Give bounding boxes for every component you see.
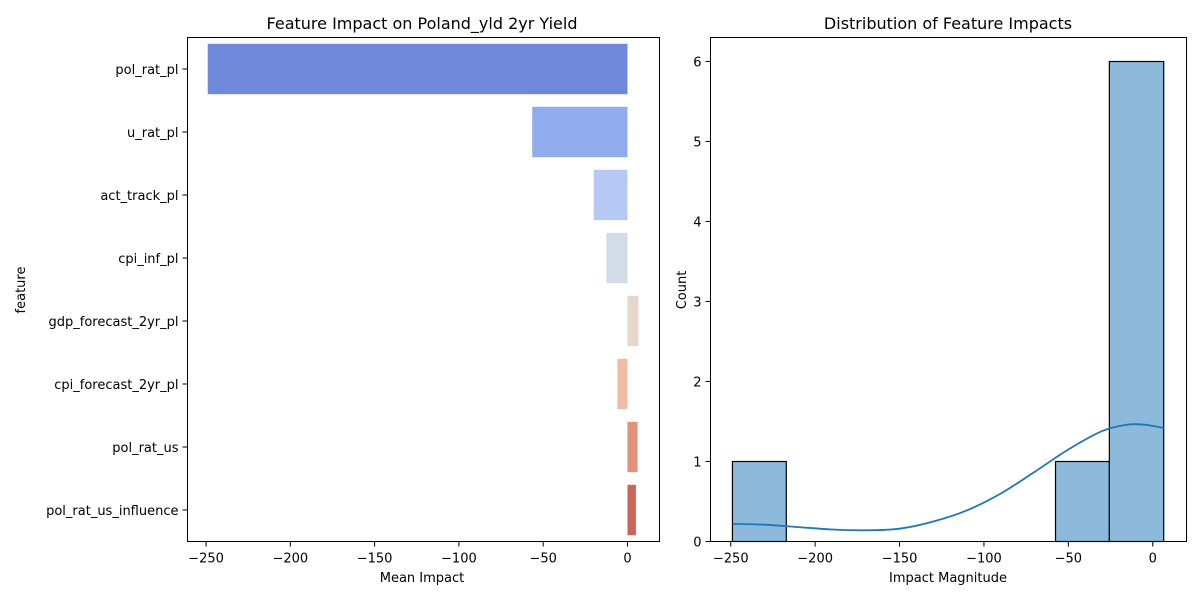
x-tick-label: −150	[882, 552, 918, 567]
y-tick-label: 0	[693, 536, 701, 551]
bar-chart-xlabel: Mean Impact	[380, 571, 465, 586]
y-tick-label: pol_rat_us	[112, 441, 178, 456]
histogram-bar	[1054, 460, 1110, 543]
x-tick-label: −200	[797, 552, 833, 567]
bar	[627, 295, 639, 347]
y-tick-label: pol_rat_pl	[115, 63, 178, 78]
bar	[617, 358, 628, 410]
histogram-ylabel: Count	[675, 271, 690, 310]
bar-plot-area: pol_rat_pl u_rat_pl act_track_pl cpi_inf_pl…	[46, 43, 639, 567]
histogram-chart: Distribution of Feature Impacts −250 −200…	[675, 14, 1187, 586]
x-tick-label: 0	[1149, 552, 1157, 567]
x-tick-label: −50	[1055, 552, 1082, 567]
kde-curve	[732, 423, 1164, 532]
x-tick-label: −100	[441, 552, 477, 567]
histogram-plot-area: −250 −200 −150 −100 −50 0 0 1 2 3 4 5 6	[693, 56, 1165, 567]
y-tick-label: u_rat_pl	[127, 126, 179, 141]
y-tick-label: 1	[693, 456, 701, 471]
x-tick-label: −100	[966, 552, 1002, 567]
histogram-title: Distribution of Feature Impacts	[824, 14, 1072, 33]
y-tick-label: 3	[693, 296, 701, 311]
x-tick-label: −250	[188, 552, 224, 567]
y-tick-label: pol_rat_us_influence	[46, 504, 178, 519]
bar	[606, 232, 628, 284]
bar-chart-ylabel: feature	[14, 267, 29, 314]
bar	[532, 106, 628, 158]
x-tick-label: −250	[713, 552, 749, 567]
bar-chart-title: Feature Impact on Poland_yld 2yr Yield	[267, 14, 578, 34]
y-tick-label: act_track_pl	[100, 189, 178, 204]
histogram-bar	[1108, 60, 1165, 543]
x-tick-label: −150	[357, 552, 393, 567]
bar	[207, 43, 628, 95]
bar-chart: Feature Impact on Poland_yld 2yr Yield p…	[14, 14, 660, 586]
y-tick-label: 6	[693, 56, 701, 71]
histogram-plot-frame	[710, 37, 1187, 542]
y-tick-label: gdp_forecast_2yr_pl	[49, 315, 179, 330]
y-tick-label: cpi_forecast_2yr_pl	[54, 378, 178, 393]
y-tick-label: 2	[693, 376, 701, 391]
histogram-bar	[731, 460, 787, 543]
x-tick-label: 0	[623, 552, 631, 567]
x-tick-label: −200	[272, 552, 308, 567]
bar	[627, 421, 638, 473]
y-tick-label: 5	[693, 136, 701, 151]
bar	[627, 484, 636, 536]
histogram-xlabel: Impact Magnitude	[889, 571, 1007, 586]
y-tick-label: cpi_inf_pl	[118, 252, 178, 267]
y-tick-label: 4	[693, 216, 701, 231]
x-tick-label: −50	[529, 552, 556, 567]
bar	[593, 169, 628, 221]
bar-plot-frame	[187, 37, 660, 542]
